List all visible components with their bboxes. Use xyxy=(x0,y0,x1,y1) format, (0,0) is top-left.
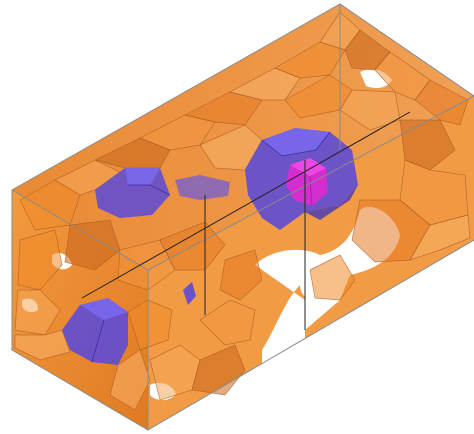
cell-facet xyxy=(17,229,63,291)
cell-facet xyxy=(219,249,263,301)
blue-cluster-tiny xyxy=(183,282,196,305)
cell-facet xyxy=(183,91,263,126)
cell-facet xyxy=(229,67,301,101)
cell-facet xyxy=(64,219,121,271)
blue-cluster-left xyxy=(95,168,171,218)
cell-facet xyxy=(339,89,401,131)
magenta-core xyxy=(286,158,328,207)
cell-facet xyxy=(274,41,346,79)
cell-facet xyxy=(139,114,216,151)
cell-facet xyxy=(309,254,356,301)
cell-facet xyxy=(19,179,81,231)
orange-cells xyxy=(14,11,471,411)
cell-facet xyxy=(94,137,171,169)
cell-facet xyxy=(199,299,256,346)
cell-facet xyxy=(109,349,151,411)
cell-facet xyxy=(127,299,173,351)
box-wireframe xyxy=(11,3,474,431)
cell-facet xyxy=(409,214,471,261)
blue-cluster-bottom xyxy=(62,298,128,365)
axis-lines xyxy=(81,111,411,330)
cell-facet xyxy=(14,289,61,336)
cell-facet xyxy=(399,119,456,171)
cell-facet xyxy=(117,239,176,291)
cell-facet xyxy=(191,344,246,396)
cell-facet xyxy=(14,329,71,361)
blue-cluster-small xyxy=(175,175,230,200)
